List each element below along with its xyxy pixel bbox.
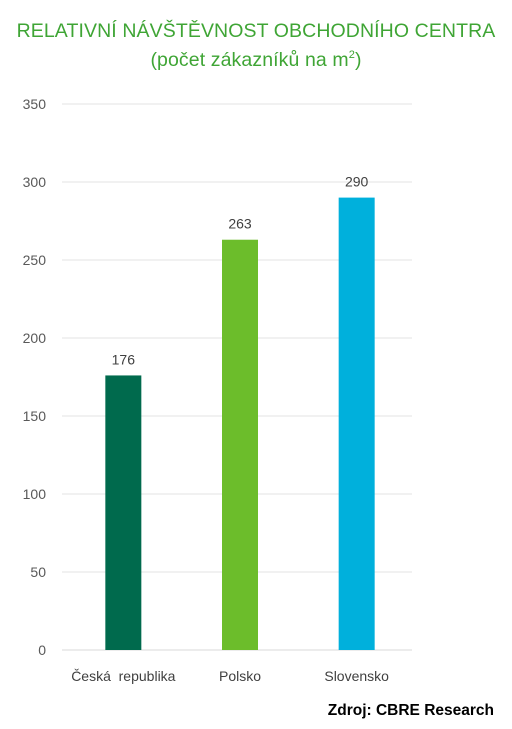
- subtitle-text: (počet zákazníků na m: [150, 49, 349, 71]
- bar: [105, 375, 142, 650]
- chart-subtitle: (počet zákazníků na m2): [0, 49, 512, 72]
- subtitle-end: ): [354, 49, 362, 71]
- y-tick-label: 50: [30, 564, 46, 580]
- y-tick-label: 250: [23, 252, 47, 268]
- y-tick-label: 100: [23, 486, 47, 502]
- data-label: 290: [345, 174, 369, 190]
- data-labels: 176 263 290: [112, 174, 369, 368]
- bar: [338, 197, 375, 650]
- x-axis-categories: Česká republika Polsko Slovensko: [71, 668, 389, 684]
- data-label: 176: [112, 351, 136, 367]
- subtitle-superscript: 2: [348, 49, 355, 61]
- bars: [105, 197, 375, 650]
- y-tick-label: 150: [23, 408, 47, 424]
- chart-title: RELATIVNÍ NÁVŠTĚVNOST OBCHODNÍHO CENTRA: [16, 20, 496, 42]
- bar: [222, 239, 258, 650]
- y-tick-label: 300: [23, 174, 47, 190]
- y-tick-label: 350: [23, 96, 47, 112]
- category-label: Česká republika: [71, 668, 175, 684]
- y-axis-ticks: 0 50 100 150 200 250 300 350: [23, 96, 47, 658]
- category-label: Polsko: [219, 668, 261, 684]
- y-tick-label: 0: [38, 642, 46, 658]
- y-tick-label: 200: [23, 330, 47, 346]
- category-label: Slovensko: [324, 668, 389, 684]
- data-label: 263: [228, 216, 252, 232]
- source-note: Zdroj: CBRE Research: [327, 702, 494, 719]
